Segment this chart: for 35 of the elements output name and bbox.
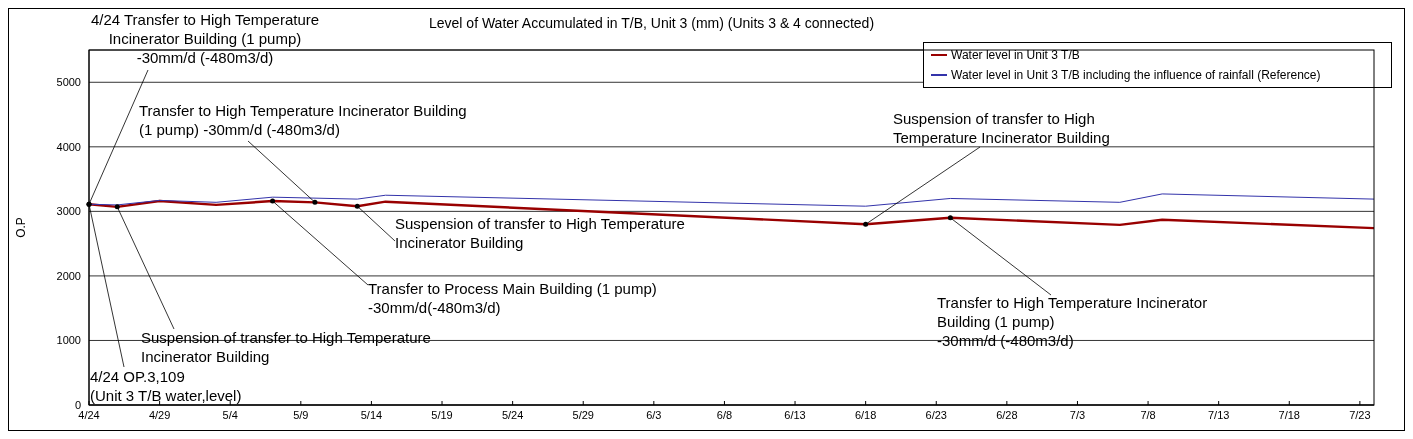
x-tick-label: 5/9	[293, 408, 309, 421]
x-tick-label: 6/23	[925, 408, 947, 421]
x-tick-label: 6/13	[784, 408, 806, 421]
y-tick-label: 2000	[56, 269, 81, 282]
x-tick-label: 7/8	[1140, 408, 1156, 421]
legend-label: Water level in Unit 3 T/B	[951, 47, 1080, 64]
chart-title: Level of Water Accumulated in T/B, Unit 3 (mm) (Units 3 & 4 connected)	[429, 15, 875, 31]
x-tick-label: 5/24	[501, 408, 524, 421]
x-tick-label: 4/29	[148, 408, 171, 421]
annotation: Suspension of transfer to High Temperature Incinerator Building	[893, 109, 1111, 147]
legend-label: Water level in Unit 3 T/B including the influence of rainfall (Reference)	[951, 67, 1321, 84]
annotation: 4/24 Transfer to High Temperature Incinerator Building (1 pump) -30mm/d (-480m3/d)	[89, 10, 321, 67]
x-tick-label: 5/19	[431, 408, 453, 421]
annotation: Transfer to High Temperature Incinerator Building (1 pump) -30mm/d (-480m3/d)	[139, 101, 468, 139]
y-tick-label: 1000	[56, 334, 81, 347]
y-tick-label: 3000	[56, 205, 81, 218]
x-tick-label: 7/23	[1349, 408, 1371, 421]
x-tick-label: 7/13	[1207, 408, 1230, 421]
x-tick-label: 6/3	[646, 408, 662, 421]
x-tick-label: 7/3	[1069, 408, 1086, 421]
y-tick-label: 0	[74, 398, 81, 411]
annotation: 4/24 OP.3,109 (Unit 3 T/B water,level)	[90, 367, 243, 405]
x-tick-label: 7/18	[1278, 408, 1300, 421]
x-tick-label: 5/4	[222, 408, 238, 421]
x-tick-label: 6/28	[996, 408, 1018, 421]
y-tick-label: 5000	[56, 76, 81, 89]
y-tick-label: 4000	[56, 140, 81, 153]
annotation: Transfer to Process Main Building (1 pump) -30mm/d(-480m3/d)	[368, 279, 658, 317]
x-tick-label: 5/29	[572, 408, 594, 421]
x-tick-label: 6/18	[854, 408, 877, 421]
y-axis-title: O.P	[14, 217, 29, 238]
x-tick-label: 6/8	[716, 408, 733, 421]
x-tick-label: 5/14	[360, 408, 383, 421]
annotation: Suspension of transfer to High Temperature Incinerator Building	[395, 214, 686, 252]
x-tick-label: 4/24	[78, 408, 100, 421]
